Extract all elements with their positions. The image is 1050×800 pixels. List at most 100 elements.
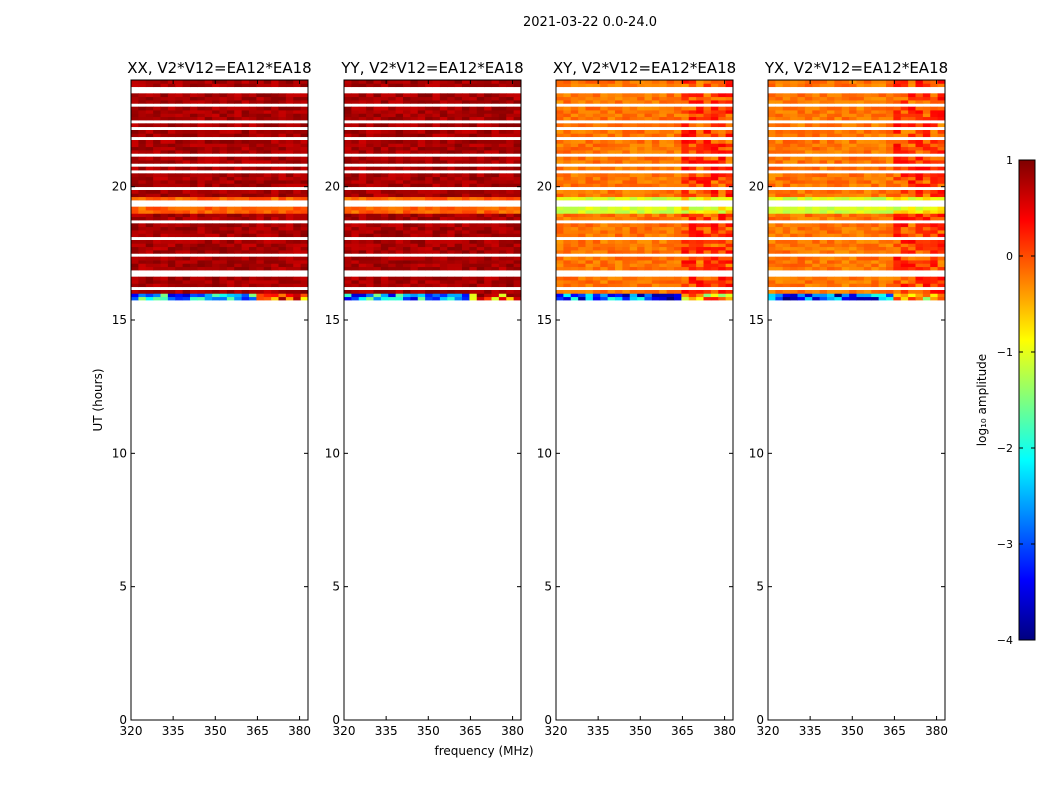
heatmap-cell: [710, 133, 719, 138]
heatmap-cell: [570, 183, 579, 188]
heatmap-cell: [447, 216, 456, 221]
heatmap-cell: [278, 223, 287, 228]
heatmap-cell: [190, 143, 198, 148]
heatmap-cell: [622, 276, 631, 281]
heatmap-cell: [900, 226, 909, 231]
heatmap-cell: [659, 223, 668, 228]
heatmap-cell: [403, 106, 411, 111]
heatmap-cell: [395, 250, 404, 254]
heatmap-cell: [234, 183, 243, 188]
heatmap-cell: [827, 250, 835, 254]
heatmap-cell: [797, 190, 806, 194]
heatmap-cell: [659, 226, 668, 231]
heatmap-cell: [775, 146, 784, 151]
heatmap-cell: [908, 223, 917, 228]
heatmap-cell: [863, 146, 872, 151]
heatmap-cell: [484, 276, 493, 281]
heatmap-cell: [249, 83, 257, 88]
heatmap-cell: [790, 140, 799, 144]
heatmap-cell: [812, 133, 821, 138]
heatmap-cell: [878, 156, 887, 161]
heatmap-cell: [871, 296, 880, 301]
heatmap-cell: [300, 196, 309, 201]
heatmap-cell: [256, 283, 265, 288]
heatmap-cell: [607, 193, 616, 198]
heatmap-cell: [190, 123, 198, 128]
heatmap-cell: [900, 243, 909, 248]
heatmap-cell: [366, 246, 375, 251]
heatmap-cell: [153, 110, 162, 114]
heatmap-cell: [556, 130, 564, 134]
heatmap-cell: [182, 150, 191, 154]
heatmap-cell: [768, 193, 776, 198]
heatmap-cell: [138, 206, 147, 211]
heatmap-cell: [797, 223, 806, 228]
heatmap-cell: [856, 266, 865, 271]
heatmap-cell: [204, 230, 213, 234]
heatmap-cell: [908, 173, 917, 178]
heatmap-cell: [226, 176, 235, 181]
heatmap-cell: [666, 223, 675, 228]
heatmap-cell: [278, 143, 287, 148]
heatmap-cell: [234, 263, 243, 268]
heatmap-cell: [797, 110, 806, 114]
heatmap-cell: [915, 176, 924, 181]
heatmap-cell: [190, 230, 198, 234]
heatmap-cell: [674, 113, 682, 118]
heatmap-cell: [344, 233, 352, 238]
heatmap-cell: [131, 176, 139, 181]
heatmap-cell: [841, 110, 850, 114]
heatmap-cell: [937, 140, 946, 144]
heatmap-cell: [644, 243, 653, 248]
heatmap-cell: [249, 210, 257, 214]
heatmap-cell: [234, 296, 243, 301]
heatmap-cell: [637, 280, 646, 284]
heatmap-cell: [410, 106, 419, 111]
heatmap-cell: [696, 230, 705, 234]
heatmap-cell: [703, 283, 712, 288]
heatmap-cell: [380, 156, 389, 161]
heatmap-cell: [915, 196, 924, 201]
heatmap-cell: [841, 240, 850, 244]
heatmap-cell: [373, 206, 382, 211]
heatmap-cell: [922, 133, 931, 138]
heatmap-cell: [578, 190, 587, 194]
heatmap-cell: [930, 116, 939, 121]
heatmap-cell: [204, 246, 213, 251]
heatmap-cell: [908, 140, 917, 144]
heatmap-cell: [366, 140, 375, 144]
heatmap-cell: [915, 190, 924, 194]
heatmap-cell: [725, 250, 734, 254]
heatmap-cell: [827, 173, 835, 178]
heatmap-cell: [600, 250, 609, 254]
heatmap-cell: [204, 173, 213, 178]
heatmap-cell: [300, 183, 309, 188]
heatmap-cell: [175, 256, 184, 261]
heatmap-cell: [263, 160, 272, 164]
heatmap-cell: [871, 216, 880, 221]
heatmap-cell: [607, 180, 616, 184]
heatmap-cell: [651, 206, 660, 211]
heatmap-cell: [167, 180, 176, 184]
heatmap-cell: [615, 230, 623, 234]
heatmap-cell: [190, 276, 198, 281]
heatmap-cell: [819, 160, 828, 164]
heatmap-cell: [563, 173, 572, 178]
heatmap-cell: [175, 210, 184, 214]
heatmap-cell: [293, 243, 302, 248]
heatmap-cell: [204, 156, 213, 161]
heatmap-cell: [841, 230, 850, 234]
heatmap-cell: [607, 213, 616, 218]
heatmap-cell: [804, 176, 813, 181]
heatmap-cell: [930, 213, 939, 218]
heatmap-cell: [373, 113, 382, 118]
heatmap-cell: [674, 193, 682, 198]
heatmap-cell: [622, 146, 631, 151]
heatmap-cell: [703, 96, 712, 101]
heatmap-cell: [197, 156, 206, 161]
heatmap-cell: [351, 180, 360, 184]
heatmap-cell: [344, 133, 352, 138]
heatmap-cell: [373, 156, 382, 161]
heatmap-cell: [167, 140, 176, 144]
heatmap-cell: [674, 223, 682, 228]
